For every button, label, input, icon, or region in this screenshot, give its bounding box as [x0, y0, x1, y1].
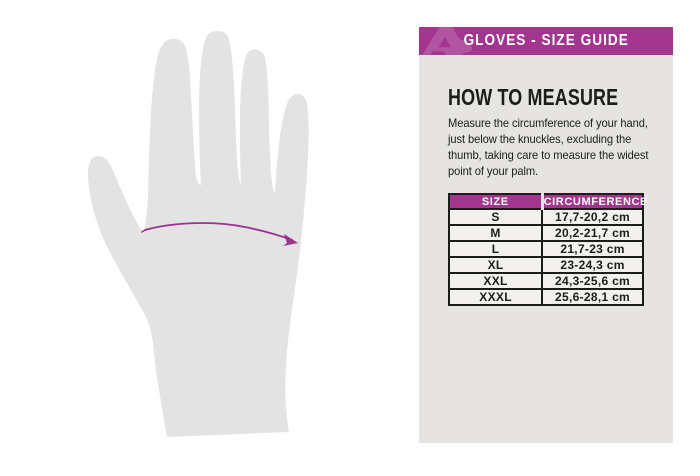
circumference-cell: 23-24,3 cm [541, 256, 644, 274]
circumference-cell: 24,3-25,6 cm [541, 272, 644, 290]
how-to-measure-text: Measure the circumference of your hand, … [448, 115, 649, 179]
circumference-cell: 20,2-21,7 cm [541, 224, 644, 242]
panel-content: HOW TO MEASURE Measure the circumference… [419, 84, 673, 306]
panel-title: GLOVES - SIZE GUIDE [463, 32, 629, 49]
hand-illustration [88, 30, 309, 438]
size-cell: S [447, 208, 544, 226]
measurement-arrow-line [144, 222, 293, 241]
size-cell: XXL [447, 272, 544, 290]
circumference-cell: 21,7-23 cm [541, 240, 644, 258]
table-row: M 20,2-21,7 cm [447, 224, 644, 242]
size-table: SIZE CIRCUMFERENCE S 17,7-20,2 cm M 20,2… [447, 193, 648, 306]
measure-text-line: thumb, taking care to measure the widest [448, 148, 649, 162]
table-row: L 21,7-23 cm [447, 240, 644, 258]
size-cell: M [447, 224, 544, 242]
hand-silhouette [88, 30, 309, 438]
circumference-column-header: CIRCUMFERENCE [542, 194, 648, 210]
table-row: XL 23-24,3 cm [447, 256, 644, 274]
how-to-measure-heading: HOW TO MEASURE [448, 84, 619, 110]
circumference-cell: 17,7-20,2 cm [541, 208, 644, 226]
measurement-arrowhead [283, 234, 298, 246]
table-row: XXL 24,3-25,6 cm [447, 272, 644, 290]
size-table-header-row: SIZE CIRCUMFERENCE [449, 194, 648, 210]
measure-text-line: Measure the circumference of your hand, [448, 116, 648, 130]
size-cell: XXXL [447, 288, 544, 306]
size-guide-panel: GLOVES - SIZE GUIDE HOW TO MEASURE Measu… [419, 27, 673, 443]
size-cell: XL [447, 256, 544, 274]
size-column-header: SIZE [449, 194, 544, 210]
size-cell: L [447, 240, 544, 258]
circumference-cell: 25,6-28,1 cm [541, 288, 644, 306]
measurement-arrow-start-tick [141, 229, 146, 233]
table-row: S 17,7-20,2 cm [447, 208, 644, 226]
hand-measurement-icon [88, 30, 309, 438]
measure-text-line: just below the knuckles, excluding the [448, 132, 632, 146]
panel-header: GLOVES - SIZE GUIDE [419, 27, 673, 55]
measure-text-line: point of your palm. [448, 164, 539, 178]
table-row: XXXL 25,6-28,1 cm [447, 288, 644, 306]
